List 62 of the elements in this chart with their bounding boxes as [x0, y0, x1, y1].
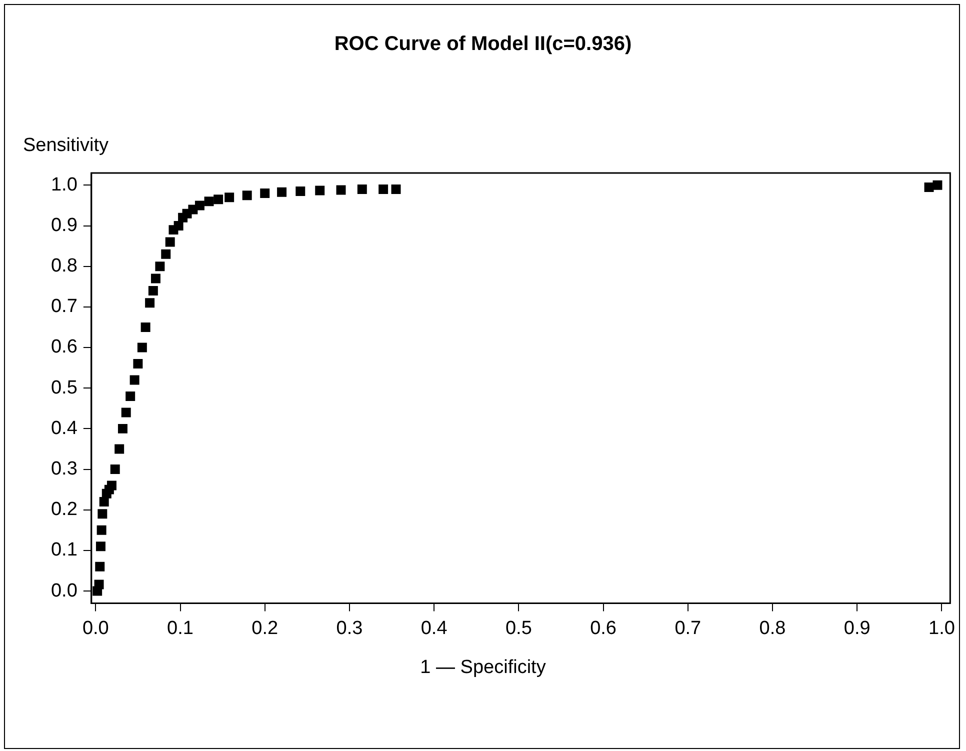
point	[99, 496, 109, 506]
point	[110, 464, 120, 474]
point	[96, 542, 106, 552]
point	[155, 262, 165, 272]
point	[357, 184, 367, 194]
point	[94, 580, 104, 590]
point	[137, 342, 147, 352]
x-tick-label: 0.6	[590, 618, 616, 639]
point	[96, 525, 106, 535]
x-tick-label: 0.4	[420, 618, 448, 639]
y-tick-label: 0.6	[50, 336, 78, 358]
x-tick-label: 0.5	[505, 618, 532, 639]
point	[242, 190, 252, 200]
x-tick-label: 0.7	[674, 618, 702, 639]
point	[161, 249, 171, 259]
point	[133, 359, 143, 368]
y-tick-label: 0.7	[50, 296, 78, 318]
chart-title: ROC Curve of Model II(c=0.936)	[333, 33, 633, 56]
point	[296, 186, 306, 196]
point	[148, 286, 158, 296]
y-tick-label: 1.0	[50, 174, 78, 196]
point	[214, 194, 224, 204]
y-tick-label: 0.1	[50, 540, 78, 561]
point	[315, 186, 325, 196]
y-tick-label: 0.4	[50, 418, 78, 439]
point	[118, 424, 128, 434]
x-tick-label: 0.8	[759, 618, 786, 639]
y-tick-label: 0.0	[50, 580, 78, 602]
x-axis-title: 1 — Specificity	[419, 657, 547, 679]
point	[126, 391, 136, 401]
y-tick-label: 0.5	[50, 377, 78, 398]
point	[204, 196, 214, 206]
point	[194, 200, 204, 210]
y-tick-label: 0.2	[50, 499, 78, 520]
point	[260, 188, 270, 198]
point	[140, 322, 150, 332]
point	[114, 444, 124, 454]
x-tick-label: 0.9	[844, 618, 870, 639]
y-tick-label: 0.9	[50, 214, 78, 236]
point	[106, 480, 116, 490]
point	[378, 184, 388, 194]
point	[95, 562, 105, 572]
point	[174, 221, 184, 231]
point	[391, 184, 401, 194]
point	[336, 185, 346, 195]
x-tick-label: 0.3	[336, 618, 363, 639]
y-tick-label: 0.3	[50, 458, 78, 480]
point	[121, 408, 131, 418]
point	[98, 509, 108, 519]
y-tick-label: 0.8	[50, 256, 78, 277]
x-tick-label: 1.0	[928, 618, 955, 639]
x-tick-label: 0.0	[82, 618, 109, 639]
point	[224, 192, 234, 202]
point	[150, 274, 160, 284]
x-tick-label: 0.2	[252, 618, 278, 639]
point	[130, 375, 140, 385]
y-axis-title: Sensitivity	[23, 135, 109, 157]
point	[145, 298, 155, 308]
point	[932, 180, 942, 190]
x-tick-label: 0.1	[167, 618, 194, 639]
point	[165, 237, 175, 247]
point	[277, 187, 287, 197]
